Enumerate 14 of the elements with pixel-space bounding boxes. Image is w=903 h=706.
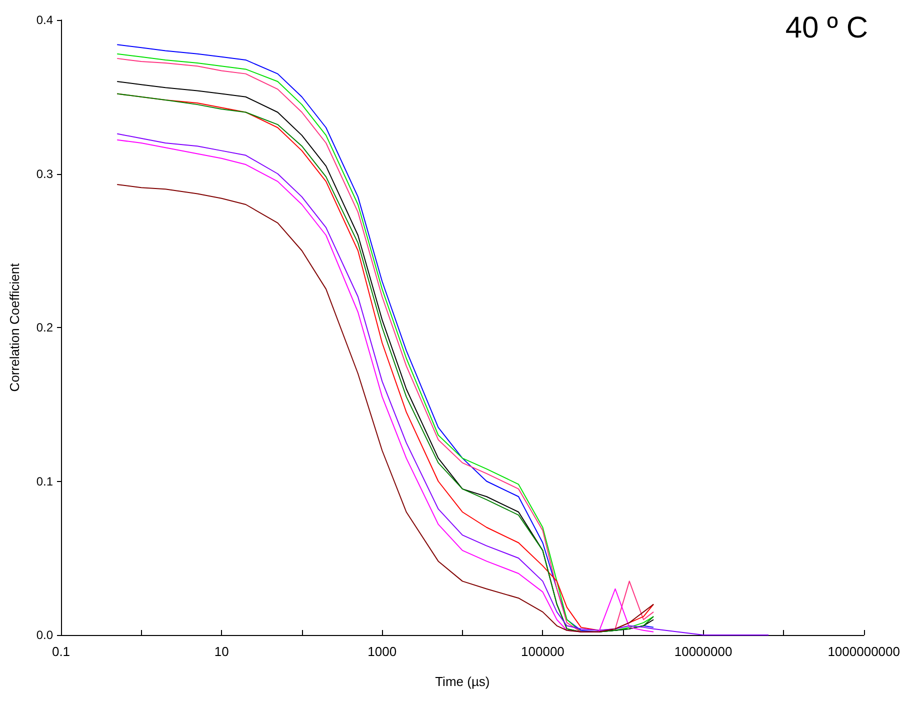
y-tick-label: 0.3 [36, 166, 54, 181]
y-tick-label: 0.2 [36, 320, 54, 334]
x-tick-label: 10000000 [674, 644, 732, 659]
x-tick-label: 1000 [368, 644, 397, 659]
y-tick-label: 0.4 [36, 13, 54, 27]
x-tick-label: 10 [214, 644, 229, 659]
x-tick-label: 0.1 [52, 644, 70, 659]
x-tick-label: 100000 [521, 644, 564, 659]
x-tick-label: 1000000000 [828, 644, 900, 659]
y-axis-title: Correlation Coefficient [7, 262, 22, 392]
x-axis-title: Time (µs) [435, 674, 490, 689]
y-tick-label: 0.0 [36, 628, 54, 642]
chart-title: 40 º C [785, 12, 868, 44]
y-tick-label: 0.1 [36, 474, 54, 488]
